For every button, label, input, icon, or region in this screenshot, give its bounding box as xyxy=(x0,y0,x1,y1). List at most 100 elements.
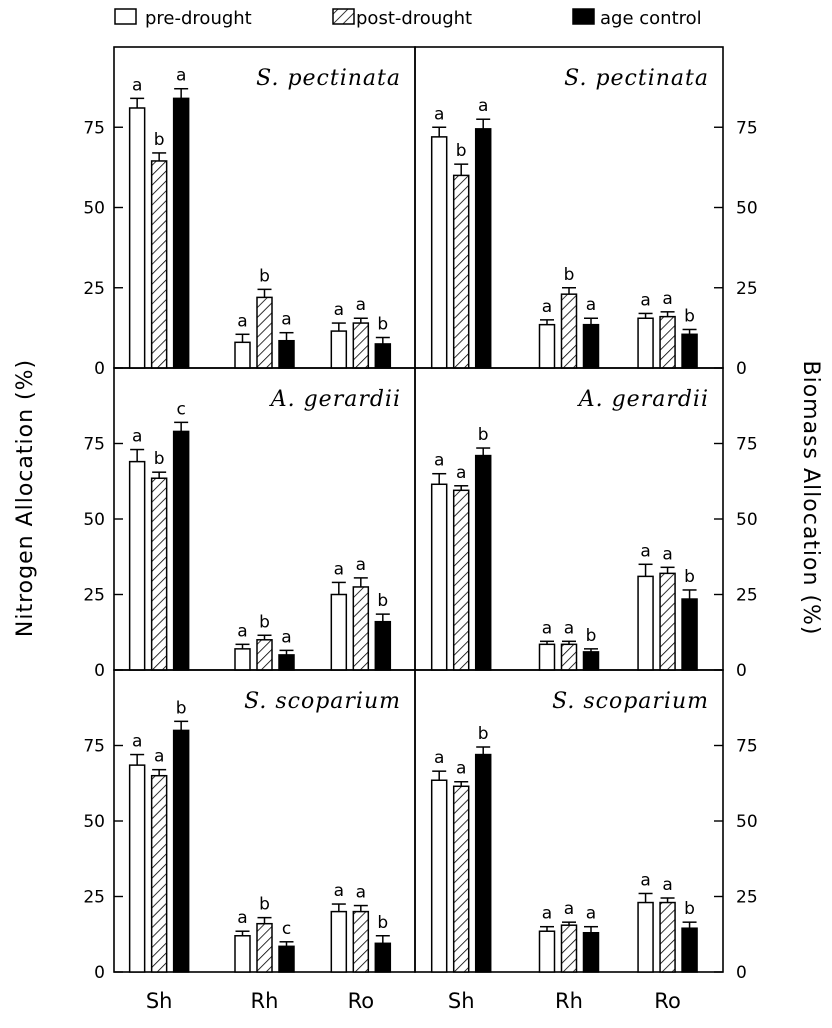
significance-letter: b xyxy=(377,913,388,933)
significance-letter: a xyxy=(356,555,366,575)
legend-swatch-hatched xyxy=(332,8,355,25)
significance-letter: b xyxy=(586,626,597,646)
bar-post-drought xyxy=(256,922,273,973)
significance-letter: b xyxy=(456,141,467,161)
significance-letter: b xyxy=(684,306,695,326)
y-tick-label: 0 xyxy=(94,661,105,681)
y-tick-label: 0 xyxy=(94,963,105,983)
significance-letter: a xyxy=(334,559,344,579)
y-tick-label: 25 xyxy=(736,586,758,606)
bar-pre-drought xyxy=(128,460,146,671)
legend-swatch-open xyxy=(114,8,137,25)
significance-letter: a xyxy=(281,627,291,647)
significance-letter: a xyxy=(586,295,596,315)
bar-age-control xyxy=(681,598,698,671)
bar-post-drought xyxy=(452,489,470,671)
significance-letter: b xyxy=(154,449,165,469)
significance-letter: a xyxy=(356,295,366,315)
y-tick-label: 75 xyxy=(736,118,758,138)
bar-age-control xyxy=(374,620,392,671)
category-labels: Sh Rh Ro Sh Rh Ro xyxy=(146,989,681,1013)
bar-age-control xyxy=(681,927,698,973)
bar-pre-drought xyxy=(330,330,348,369)
significance-letter: b xyxy=(176,698,187,718)
significance-letter: a xyxy=(237,311,247,331)
significance-letter: a xyxy=(662,289,672,309)
significance-letter: a xyxy=(640,870,650,890)
bar-pre-drought xyxy=(128,107,146,369)
category-label: Ro xyxy=(654,989,681,1013)
significance-letter: a xyxy=(356,883,366,903)
y-tick-label: 50 xyxy=(736,812,758,832)
significance-letter: a xyxy=(132,75,142,95)
significance-letter: a xyxy=(132,732,142,752)
significance-letter: b xyxy=(478,724,489,744)
bar-pre-drought xyxy=(330,910,348,973)
bar-post-drought xyxy=(150,774,168,973)
y-tick-label: 75 xyxy=(83,737,105,757)
y-axis-title-left: Nitrogen Allocation (%) xyxy=(13,359,38,637)
significance-letter: a xyxy=(456,463,466,483)
significance-letter: a xyxy=(434,104,444,124)
species-label: S. pectinata xyxy=(256,66,401,91)
species-label: S. scoparium xyxy=(552,689,709,714)
significance-letter: a xyxy=(542,904,552,924)
bar-post-drought xyxy=(256,296,273,369)
species-label: S. pectinata xyxy=(564,66,709,91)
significance-letter: b xyxy=(377,591,388,611)
significance-letter: b xyxy=(564,265,575,285)
y-tick-label: 25 xyxy=(83,888,105,908)
y-tick-label: 0 xyxy=(736,359,747,379)
y-tick-label: 50 xyxy=(736,199,758,219)
significance-letter: a xyxy=(334,881,344,901)
bar-pre-drought xyxy=(128,764,146,973)
bar-age-control xyxy=(681,333,698,369)
bar-post-drought xyxy=(560,293,578,369)
significance-letter: a xyxy=(456,759,466,779)
y-tick-label: 50 xyxy=(83,199,105,219)
y-tick-label: 75 xyxy=(83,118,105,138)
y-tick-label: 25 xyxy=(83,586,105,606)
legend-swatch-solid xyxy=(572,8,595,25)
bar-age-control xyxy=(278,654,295,671)
bar-post-drought xyxy=(452,785,470,973)
bar-age-control xyxy=(172,97,190,369)
bar-pre-drought xyxy=(430,136,448,369)
significance-letter: b xyxy=(259,266,270,286)
bar-pre-drought xyxy=(234,341,251,369)
bar-pre-drought xyxy=(430,483,448,671)
significance-letter: a xyxy=(564,899,574,919)
bar-pre-drought xyxy=(234,648,251,671)
y-tick-label: 0 xyxy=(94,359,105,379)
significance-letter: b xyxy=(259,895,270,915)
y-tick-label: 50 xyxy=(83,812,105,832)
y-tick-label: 75 xyxy=(736,737,758,757)
significance-letter: a xyxy=(662,875,672,895)
significance-letter: a xyxy=(132,427,142,447)
bar-age-control xyxy=(582,931,600,973)
significance-letter: a xyxy=(281,310,291,330)
significance-letter: a xyxy=(176,66,186,86)
bar-pre-drought xyxy=(430,779,448,973)
y-tick-label: 75 xyxy=(83,435,105,455)
significance-letter: a xyxy=(542,618,552,638)
bar-post-drought xyxy=(256,639,273,671)
y-tick-label: 50 xyxy=(736,510,758,530)
significance-letter: a xyxy=(334,300,344,320)
significance-letter: b xyxy=(684,567,695,587)
y-tick-label: 75 xyxy=(736,435,758,455)
bar-post-drought xyxy=(560,643,578,671)
species-label: S. scoparium xyxy=(244,689,401,714)
significance-letter: a xyxy=(640,541,650,561)
bar-age-control xyxy=(172,430,190,671)
bar-age-control xyxy=(474,128,492,369)
legend-item-post-drought: post-drought xyxy=(332,8,472,29)
legend-label: pre-drought xyxy=(145,8,252,29)
bar-post-drought xyxy=(659,572,676,671)
